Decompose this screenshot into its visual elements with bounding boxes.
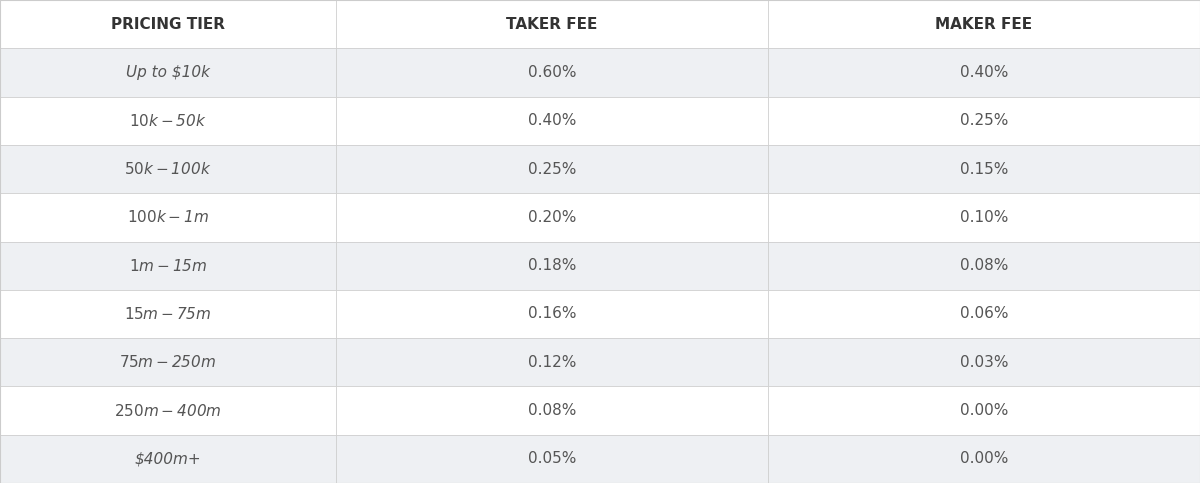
Bar xyxy=(768,338,1200,386)
Bar xyxy=(336,435,768,483)
Bar xyxy=(768,193,1200,242)
Text: $400m+: $400m+ xyxy=(134,451,202,467)
Text: 0.05%: 0.05% xyxy=(528,451,576,467)
Text: 0.00%: 0.00% xyxy=(960,403,1008,418)
Bar xyxy=(336,48,768,97)
Bar xyxy=(0,435,336,483)
Bar xyxy=(0,386,336,435)
Text: 0.06%: 0.06% xyxy=(960,306,1008,322)
Bar xyxy=(336,290,768,338)
Text: $15m - $75m: $15m - $75m xyxy=(125,306,211,322)
Text: $50k - $100k: $50k - $100k xyxy=(125,161,211,177)
Text: 0.03%: 0.03% xyxy=(960,355,1008,370)
Text: $10k - $50k: $10k - $50k xyxy=(130,113,206,129)
Bar xyxy=(768,48,1200,97)
Text: 0.08%: 0.08% xyxy=(528,403,576,418)
Text: 0.16%: 0.16% xyxy=(528,306,576,322)
Bar xyxy=(0,48,336,97)
Bar xyxy=(336,242,768,290)
Bar xyxy=(336,338,768,386)
Bar xyxy=(0,145,336,193)
Text: 0.18%: 0.18% xyxy=(528,258,576,273)
Text: Up to $10k: Up to $10k xyxy=(126,65,210,80)
Bar xyxy=(0,338,336,386)
Text: 0.20%: 0.20% xyxy=(528,210,576,225)
Text: 0.12%: 0.12% xyxy=(528,355,576,370)
Bar xyxy=(768,290,1200,338)
Bar xyxy=(336,145,768,193)
Bar xyxy=(336,193,768,242)
Text: $250m - $400m: $250m - $400m xyxy=(114,402,222,419)
Bar xyxy=(768,97,1200,145)
Bar xyxy=(768,145,1200,193)
Text: 0.00%: 0.00% xyxy=(960,451,1008,467)
Bar xyxy=(0,193,336,242)
Bar xyxy=(0,242,336,290)
Text: 0.40%: 0.40% xyxy=(528,113,576,128)
Text: PRICING TIER: PRICING TIER xyxy=(112,16,226,32)
Bar xyxy=(336,0,768,48)
Text: $100k - $1m: $100k - $1m xyxy=(127,209,209,226)
Text: 0.15%: 0.15% xyxy=(960,161,1008,177)
Bar xyxy=(768,0,1200,48)
Text: 0.10%: 0.10% xyxy=(960,210,1008,225)
Text: 0.40%: 0.40% xyxy=(960,65,1008,80)
Bar xyxy=(768,386,1200,435)
Bar xyxy=(0,290,336,338)
Text: $1m - $15m: $1m - $15m xyxy=(128,257,208,274)
Bar xyxy=(0,97,336,145)
Text: TAKER FEE: TAKER FEE xyxy=(506,16,598,32)
Bar xyxy=(0,0,336,48)
Bar xyxy=(336,386,768,435)
Bar xyxy=(768,435,1200,483)
Text: 0.25%: 0.25% xyxy=(960,113,1008,128)
Text: 0.25%: 0.25% xyxy=(528,161,576,177)
Text: $75m - $250m: $75m - $250m xyxy=(120,354,216,370)
Text: 0.08%: 0.08% xyxy=(960,258,1008,273)
Text: MAKER FEE: MAKER FEE xyxy=(936,16,1032,32)
Bar xyxy=(768,242,1200,290)
Bar xyxy=(336,97,768,145)
Text: 0.60%: 0.60% xyxy=(528,65,576,80)
